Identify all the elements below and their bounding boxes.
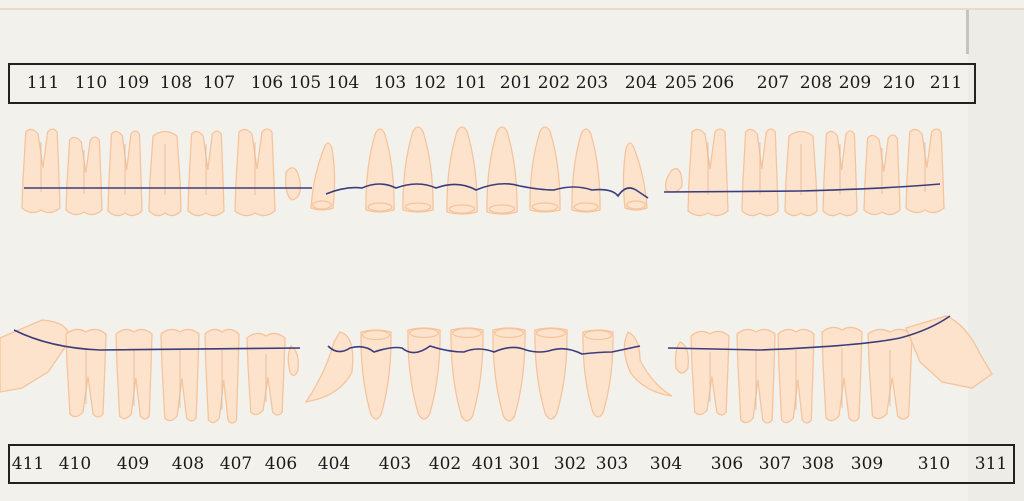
tooth-number-label: 106 xyxy=(250,73,284,93)
upper-anterior-tooth xyxy=(486,126,518,215)
tooth-number-label: 303 xyxy=(595,454,629,474)
tooth-number-label: 201 xyxy=(499,73,533,93)
lower-anterior-tooth xyxy=(450,327,484,422)
tooth-number-label: 105 xyxy=(288,73,322,93)
lower-tooth-number-row: 411 410 409 408 407 406 404 403 402 401 301 302 303 3… xyxy=(8,444,1015,484)
tooth-number-label: 404 xyxy=(317,454,351,474)
upper-anterior-tooth xyxy=(310,142,336,211)
tooth-number-label: 307 xyxy=(758,454,792,474)
lower-anterior-tooth xyxy=(360,329,392,420)
upper-anterior-archwire xyxy=(325,182,649,199)
tooth-number-label: 302 xyxy=(553,454,587,474)
upper-anterior-tooth xyxy=(571,128,601,213)
lower-anterior-tooth xyxy=(582,329,614,418)
tooth-number-label: 209 xyxy=(838,73,872,93)
tooth-number-label: 103 xyxy=(373,73,407,93)
tooth-number-label: 101 xyxy=(454,73,488,93)
tooth-number-label: 301 xyxy=(508,454,542,474)
tooth-number-label: 310 xyxy=(917,454,951,474)
upper-anterior-tooth xyxy=(622,142,648,211)
tooth-number-label: 111 xyxy=(26,73,60,93)
lower-small-tooth xyxy=(674,341,689,374)
lower-teeth-group xyxy=(0,315,993,424)
tooth-number-label: 205 xyxy=(664,73,698,93)
tooth-number-label: 110 xyxy=(74,73,108,93)
tooth-number-label: 208 xyxy=(799,73,833,93)
tooth-number-label: 203 xyxy=(575,73,609,93)
lower-molar xyxy=(0,319,71,393)
tooth-number-label: 309 xyxy=(850,454,884,474)
upper-small-tooth xyxy=(284,167,301,201)
lower-anterior-tooth xyxy=(492,327,526,422)
upper-anterior-tooth xyxy=(402,126,434,213)
tooth-number-label: 102 xyxy=(413,73,447,93)
tooth-number-label: 401 xyxy=(471,454,505,474)
tooth-number-label: 207 xyxy=(756,73,790,93)
upper-teeth-group xyxy=(21,126,945,217)
tooth-number-label: 306 xyxy=(710,454,744,474)
tooth-number-label: 104 xyxy=(326,73,360,93)
tooth-number-label: 402 xyxy=(428,454,462,474)
lower-anterior-archwire xyxy=(327,345,641,355)
upper-left-archwire xyxy=(663,183,941,193)
tooth-number-label: 202 xyxy=(537,73,571,93)
upper-anterior-tooth xyxy=(529,126,561,213)
right-margin-shadow xyxy=(966,10,969,54)
tooth-number-label: 410 xyxy=(58,454,92,474)
tooth-number-label: 210 xyxy=(882,73,916,93)
upper-anterior-tooth xyxy=(446,126,478,215)
tooth-number-label: 311 xyxy=(974,454,1008,474)
tooth-number-label: 109 xyxy=(116,73,150,93)
tooth-number-label: 206 xyxy=(701,73,735,93)
tooth-number-label: 406 xyxy=(264,454,298,474)
lower-canine xyxy=(304,331,354,403)
lower-anterior-tooth xyxy=(534,327,568,420)
tooth-number-label: 304 xyxy=(649,454,683,474)
tooth-number-label: 409 xyxy=(116,454,150,474)
tooth-number-label: 204 xyxy=(624,73,658,93)
lower-anterior-tooth xyxy=(407,327,441,420)
lower-molar xyxy=(905,315,993,389)
archwire-group xyxy=(13,182,951,355)
top-divider xyxy=(0,8,1024,10)
tooth-number-label: 407 xyxy=(219,454,253,474)
upper-tooth-number-row: 111 110 109 108 107 106 105 104 103 102 101 201 202 2… xyxy=(8,63,976,104)
tooth-number-label: 403 xyxy=(378,454,412,474)
right-margin-strip xyxy=(968,10,1024,501)
tooth-number-label: 408 xyxy=(171,454,205,474)
upper-small-tooth xyxy=(664,168,683,193)
lower-left-archwire xyxy=(667,315,951,351)
upper-anterior-tooth xyxy=(365,128,395,213)
tooth-number-label: 211 xyxy=(929,73,963,93)
lower-right-archwire xyxy=(13,329,301,351)
lower-canine xyxy=(623,331,673,397)
tooth-number-label: 107 xyxy=(202,73,236,93)
lower-small-tooth xyxy=(287,345,299,377)
tooth-number-label: 411 xyxy=(11,454,45,474)
tooth-number-label: 108 xyxy=(159,73,193,93)
tooth-number-label: 308 xyxy=(801,454,835,474)
